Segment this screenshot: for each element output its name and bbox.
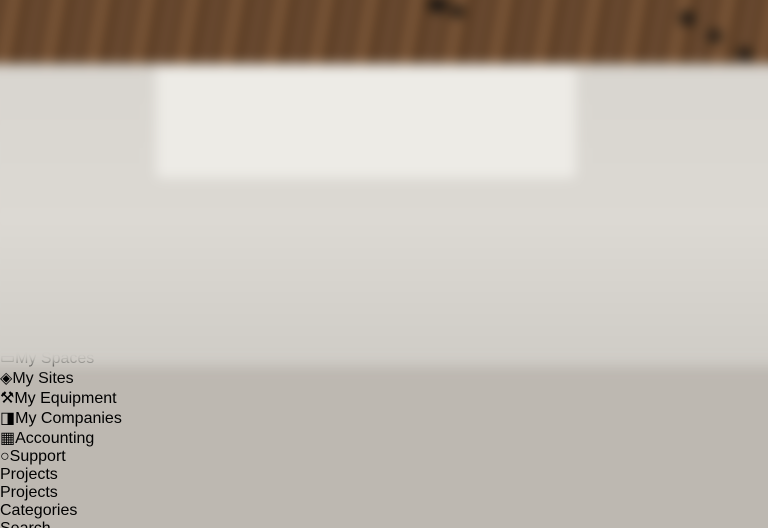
- filter-bar: Search ⌕ Saved Layouts Choose a Saved La…: [0, 520, 768, 528]
- sidebar-item-label: My Sites: [12, 370, 74, 387]
- my-equipment-icon: ⚒: [0, 390, 15, 407]
- tab-projects[interactable]: Projects: [0, 484, 58, 501]
- wood-ceiling: [0, 0, 768, 64]
- sidebar-item-my-sites[interactable]: ◈My Sites: [0, 368, 768, 388]
- search-label: Search: [0, 520, 768, 528]
- my-companies-icon: ◨: [0, 410, 16, 427]
- ceiling-light: [451, 6, 464, 17]
- sidebar-item-label: Support: [9, 448, 66, 465]
- my-sites-icon: ◈: [0, 370, 13, 387]
- sidebar-item-support[interactable]: ○Support: [0, 448, 768, 466]
- support-icon: ○: [0, 448, 10, 465]
- accounting-icon: ▦: [0, 430, 16, 447]
- tab-categories[interactable]: Categories: [0, 502, 78, 519]
- ceiling-light: [738, 48, 751, 60]
- sidebar-item-label: My Companies: [15, 410, 122, 427]
- window-glow: [156, 48, 576, 178]
- wood-panel: [0, 46, 98, 246]
- sidebar-item-my-companies[interactable]: ◨My Companies: [0, 408, 768, 428]
- sidebar-item-label: Accounting: [15, 430, 95, 447]
- sidebar-item-label: My Equipment: [14, 390, 117, 407]
- ceiling-light: [708, 30, 721, 42]
- search-group: Search ⌕: [0, 520, 768, 528]
- sidebar-item-accounting[interactable]: ▦Accounting: [0, 428, 768, 448]
- ceiling-light: [680, 12, 695, 25]
- sidebar-item-my-equipment[interactable]: ⚒My Equipment: [0, 388, 768, 408]
- main-content: Projects Projects Categories Search ⌕ Sa: [0, 466, 768, 528]
- ceiling-light: [429, 0, 447, 12]
- page-title: Projects: [0, 466, 58, 483]
- tab-bar: Projects Categories: [0, 484, 768, 520]
